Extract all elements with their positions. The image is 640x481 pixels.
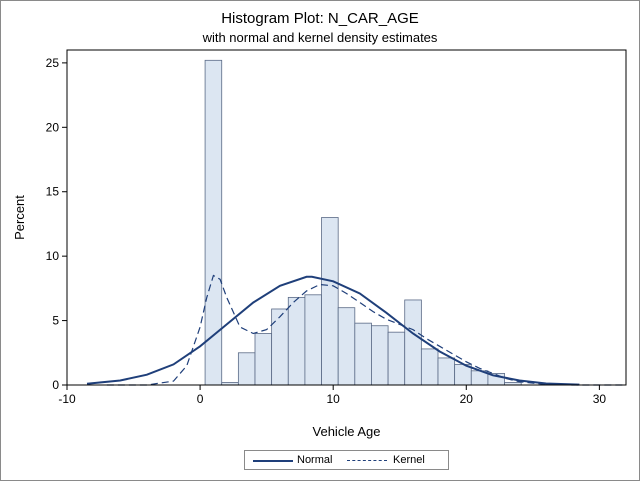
legend-kernel-swatch — [347, 460, 387, 461]
histogram-bar-12 — [404, 299, 422, 386]
histogram-bar-11 — [387, 331, 406, 386]
x-tick-label: 30 — [593, 392, 607, 406]
y-axis: 0 5 10 15 20 25 — [46, 56, 67, 392]
y-tick-label: 5 — [52, 314, 59, 328]
legend: Normal Kernel — [244, 450, 449, 470]
normal-density-curve — [86, 275, 580, 386]
kernel-density-curve — [106, 274, 626, 386]
plot-area-border — [66, 49, 627, 386]
y-axis-label: Percent — [12, 195, 27, 240]
histogram-bar-14 — [437, 357, 456, 386]
x-axis-label: Vehicle Age — [313, 424, 381, 439]
y-tick-label: 15 — [46, 185, 60, 199]
curves-group — [86, 274, 626, 386]
x-axis: -10 0 10 20 30 — [58, 385, 606, 406]
histogram-bar-2 — [237, 352, 256, 386]
y-tick-label: 0 — [52, 378, 59, 392]
histogram-bar-10 — [371, 325, 389, 386]
chart-subtitle: with normal and kernel density estimates — [202, 30, 438, 45]
histogram-bar-3 — [254, 333, 273, 386]
histogram-bar-5 — [287, 296, 306, 386]
x-tick-label: 0 — [197, 392, 204, 406]
histogram-bar-13 — [420, 348, 439, 386]
y-tick-label: 20 — [46, 120, 60, 134]
histogram-bar-9 — [354, 322, 372, 386]
legend-kernel-label: Kernel — [393, 454, 425, 466]
histogram-bar-8 — [337, 307, 356, 386]
chart-title: Histogram Plot: N_CAR_AGE — [221, 10, 419, 27]
x-tick-label: 10 — [327, 392, 341, 406]
legend-normal-label: Normal — [297, 454, 333, 466]
histogram-bar-6 — [304, 294, 322, 386]
y-tick-label: 25 — [46, 56, 60, 70]
y-tick-label: 10 — [46, 249, 60, 263]
bars-group — [204, 59, 522, 386]
histogram-bar-4 — [271, 308, 289, 386]
x-tick-label: -10 — [58, 392, 76, 406]
x-tick-label: 20 — [460, 392, 474, 406]
histogram-bar-7 — [321, 217, 339, 386]
legend-normal-swatch — [253, 460, 293, 462]
